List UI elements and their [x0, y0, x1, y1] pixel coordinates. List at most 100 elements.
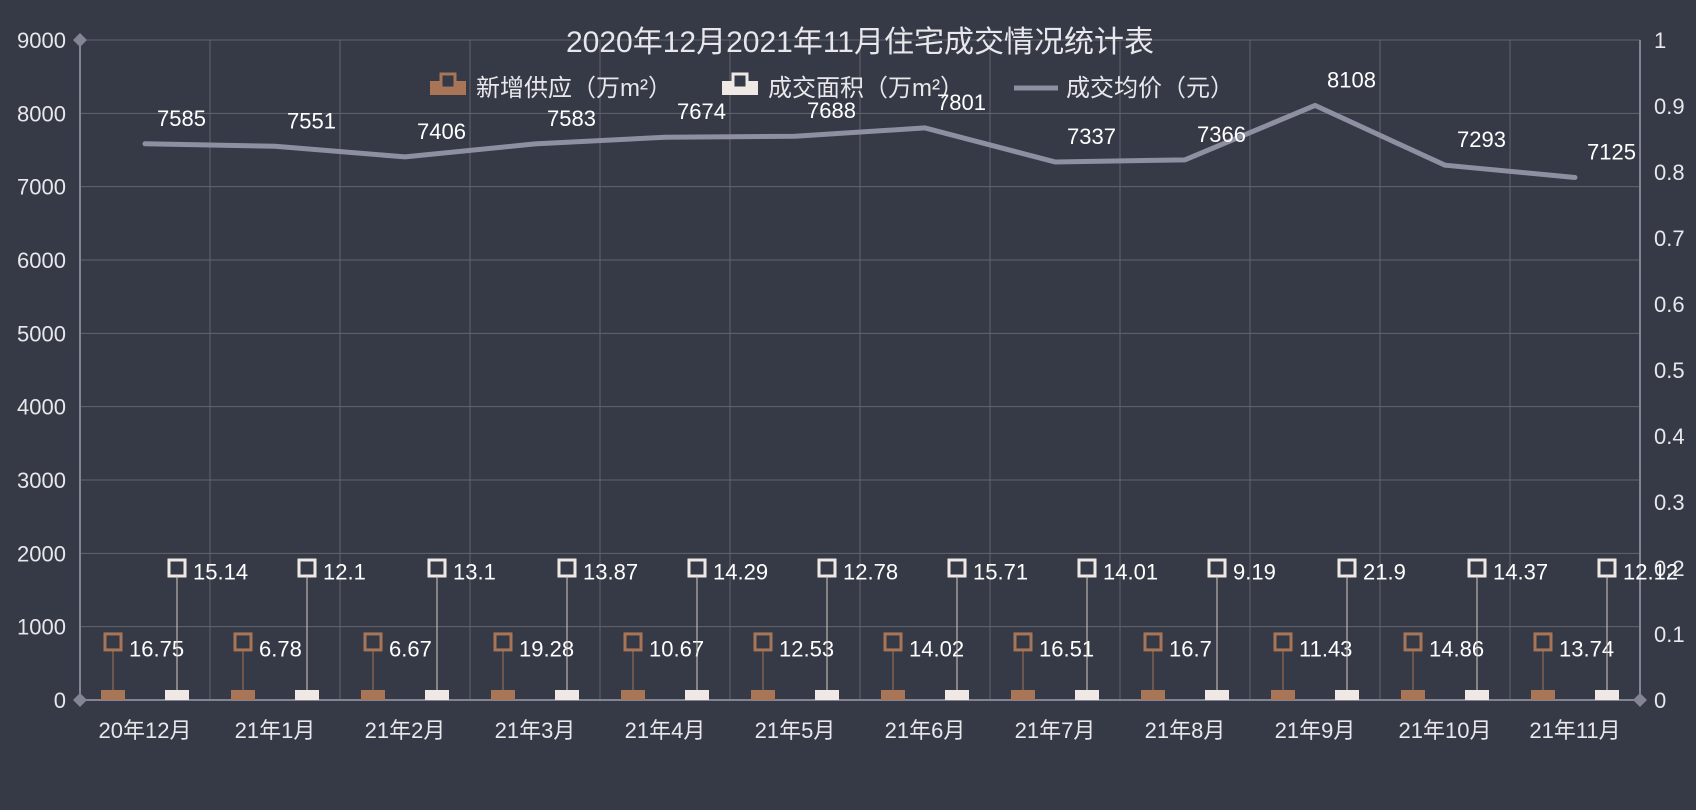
x-category-label: 21年11月: [1529, 718, 1620, 743]
deal-value-label: 12.78: [843, 559, 898, 584]
supply-bar: [1011, 690, 1035, 700]
y-left-tick-label: 5000: [17, 321, 66, 346]
supply-marker: [1145, 634, 1161, 650]
y-left-tick-label: 0: [54, 688, 66, 713]
x-category-label: 21年5月: [755, 718, 836, 743]
y-right-tick-label: 0.3: [1654, 490, 1685, 515]
deal-marker: [1339, 560, 1355, 576]
supply-marker: [1015, 634, 1031, 650]
legend-label-supply: 新增供应（万m²）: [476, 75, 672, 102]
price-value-label: 7674: [677, 99, 726, 124]
deal-marker: [169, 560, 185, 576]
supply-value-label: 14.02: [909, 637, 964, 662]
deal-value-label: 14.01: [1103, 559, 1158, 584]
supply-marker: [1275, 634, 1291, 650]
deal-value-label: 13.87: [583, 559, 638, 584]
supply-value-label: 6.78: [259, 637, 302, 662]
y-left-tick-label: 6000: [17, 248, 66, 273]
supply-bar: [1401, 690, 1425, 700]
supply-bar: [361, 690, 385, 700]
deal-marker: [429, 560, 445, 576]
supply-bar: [231, 690, 255, 700]
supply-bar: [621, 690, 645, 700]
y-right-tick-label: 0: [1654, 688, 1666, 713]
price-value-label: 7337: [1067, 124, 1116, 149]
deal-marker: [1599, 560, 1615, 576]
supply-value-label: 16.51: [1039, 637, 1094, 662]
y-right-tick-label: 0.9: [1654, 94, 1685, 119]
chart-title: 2020年12月2021年11月住宅成交情况统计表: [566, 26, 1154, 59]
supply-bar: [881, 690, 905, 700]
deal-bar: [1205, 690, 1229, 700]
deal-bar: [1075, 690, 1099, 700]
y-right-tick-label: 1: [1654, 28, 1666, 53]
supply-marker: [1535, 634, 1551, 650]
price-value-label: 7801: [937, 90, 986, 115]
supply-marker: [235, 634, 251, 650]
supply-bar: [1531, 690, 1555, 700]
deal-value-label: 9.19: [1233, 559, 1276, 584]
x-category-label: 21年2月: [365, 718, 446, 743]
chart-svg: 010002000300040005000600070008000900000.…: [0, 0, 1696, 810]
y-left-tick-label: 8000: [17, 101, 66, 126]
x-category-label: 20年12月: [99, 718, 192, 743]
price-value-label: 7688: [807, 98, 856, 123]
supply-value-label: 10.67: [649, 637, 704, 662]
supply-marker: [105, 634, 121, 650]
price-value-label: 7551: [287, 108, 336, 133]
y-right-tick-label: 0.5: [1654, 358, 1685, 383]
deal-marker: [949, 560, 965, 576]
deal-bar: [685, 690, 709, 700]
deal-bar: [1595, 690, 1619, 700]
x-category-label: 21年1月: [235, 718, 316, 743]
supply-marker: [1405, 634, 1421, 650]
price-value-label: 7125: [1587, 140, 1636, 165]
deal-value-label: 15.71: [973, 559, 1028, 584]
y-left-tick-label: 2000: [17, 541, 66, 566]
supply-marker: [755, 634, 771, 650]
deal-marker: [1209, 560, 1225, 576]
supply-marker: [495, 634, 511, 650]
price-value-label: 7293: [1457, 127, 1506, 152]
deal-bar: [425, 690, 449, 700]
supply-value-label: 13.74: [1559, 637, 1614, 662]
y-right-tick-label: 0.7: [1654, 226, 1685, 251]
x-category-label: 21年3月: [495, 718, 576, 743]
supply-marker: [885, 634, 901, 650]
supply-bar: [1271, 690, 1295, 700]
supply-bar: [751, 690, 775, 700]
x-category-label: 21年7月: [1015, 718, 1096, 743]
y-right-tick-label: 0.4: [1654, 424, 1685, 449]
supply-bar: [491, 690, 515, 700]
price-value-label: 7406: [417, 119, 466, 144]
supply-marker: [625, 634, 641, 650]
supply-bar: [1141, 690, 1165, 700]
deal-marker: [689, 560, 705, 576]
legend-marker-deal: [733, 74, 747, 88]
deal-bar: [555, 690, 579, 700]
x-category-label: 21年10月: [1399, 718, 1492, 743]
supply-value-label: 11.43: [1299, 637, 1352, 662]
supply-value-label: 16.7: [1169, 637, 1212, 662]
deal-value-label: 12.12: [1623, 559, 1678, 584]
legend-label-deal: 成交面积（万m²）: [768, 75, 964, 102]
y-right-tick-label: 0.1: [1654, 622, 1685, 647]
y-left-tick-label: 9000: [17, 28, 66, 53]
x-category-label: 21年6月: [885, 718, 966, 743]
deal-value-label: 12.1: [323, 559, 366, 584]
x-category-label: 21年4月: [625, 718, 706, 743]
deal-bar: [165, 690, 189, 700]
x-category-label: 21年8月: [1145, 718, 1226, 743]
deal-value-label: 15.14: [193, 559, 248, 584]
price-value-label: 7583: [547, 106, 596, 131]
supply-marker: [365, 634, 381, 650]
deal-bar: [945, 690, 969, 700]
deal-marker: [1079, 560, 1095, 576]
supply-value-label: 16.75: [129, 637, 184, 662]
price-value-label: 7585: [157, 106, 206, 131]
legend-marker-supply: [441, 74, 455, 88]
price-value-label: 8108: [1327, 67, 1376, 92]
y-left-tick-label: 1000: [17, 615, 66, 640]
deal-value-label: 21.9: [1363, 559, 1406, 584]
deal-marker: [299, 560, 315, 576]
